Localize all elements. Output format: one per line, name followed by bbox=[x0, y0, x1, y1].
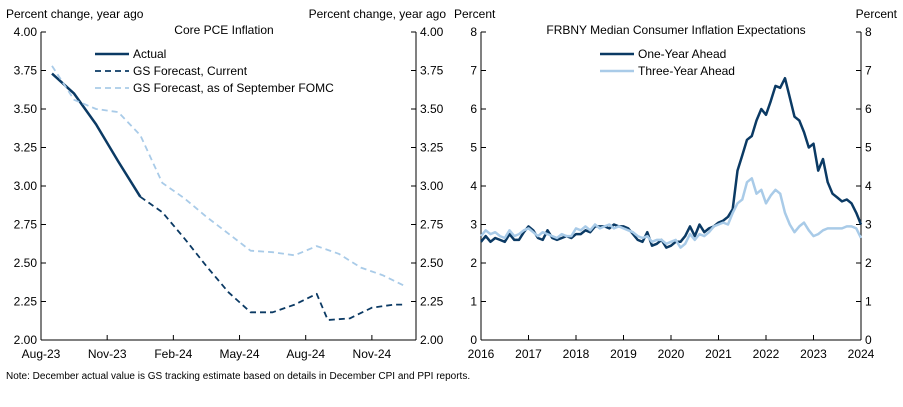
chart2-xtick-label: 2020 bbox=[658, 347, 685, 361]
frbny-expectations-chart: 0 0 1 1 2 2 3 3 4 4 5 5 6 6 7 7 8 8 2016 2017 2018 2019 2020 20… bbox=[452, 0, 903, 370]
chart1-ytick-label-right: 3.00 bbox=[420, 179, 444, 193]
chart2-ytick-label-left: 0 bbox=[470, 333, 477, 347]
chart1-ytick-label-right: 2.25 bbox=[420, 295, 444, 309]
chart1-ytick-label-right: 3.75 bbox=[420, 64, 444, 78]
chart2-legend-label-1: One-Year Ahead bbox=[638, 47, 726, 61]
chart2-ytick-label-left: 7 bbox=[470, 64, 477, 78]
chart1-ytick-label-left: 2.25 bbox=[14, 295, 38, 309]
chart1-ytick-label-left: 3.25 bbox=[14, 141, 38, 155]
chart2-ytick-label-right: 6 bbox=[865, 102, 872, 116]
chart1-ytick-label-left: 2.50 bbox=[14, 256, 38, 270]
chart2-ytick-label-left: 3 bbox=[470, 218, 477, 232]
chart2-ytick-label-right: 4 bbox=[865, 179, 872, 193]
chart1-xtick-label: Nov-24 bbox=[353, 347, 392, 361]
chart1-series-3-line bbox=[51, 65, 406, 287]
chart1-ytick-label-right: 4.00 bbox=[420, 25, 444, 39]
chart2-ytick-label-right: 1 bbox=[865, 295, 872, 309]
chart1-xtick-label: Feb-24 bbox=[154, 347, 192, 361]
chart1-xtick-label: Aug-23 bbox=[22, 347, 61, 361]
chart1-ytick-label-left: 3.00 bbox=[14, 179, 38, 193]
chart2-ytick-label-left: 2 bbox=[470, 256, 477, 270]
chart2-xtick-label: 2021 bbox=[705, 347, 732, 361]
chart1-ylabel-right: Percent change, year ago bbox=[309, 7, 447, 21]
chart2-xtick-label: 2016 bbox=[468, 347, 495, 361]
chart2-ytick-label-right: 5 bbox=[865, 141, 872, 155]
chart2-xtick-label: 2018 bbox=[563, 347, 590, 361]
chart1-xtick-label: May-24 bbox=[220, 347, 260, 361]
chart1-ytick-label-left: 2.00 bbox=[14, 333, 38, 347]
chart2-ytick-label-right: 2 bbox=[865, 256, 872, 270]
chart1-ytick-label-right: 2.00 bbox=[420, 333, 444, 347]
chart1-series-2-line bbox=[139, 196, 405, 321]
chart1-xtick-label: Nov-23 bbox=[88, 347, 127, 361]
chart2-xtick-label: 2022 bbox=[753, 347, 780, 361]
chart2-legend-label-2: Three-Year Ahead bbox=[638, 64, 735, 78]
chart1-legend-label-1: Actual bbox=[133, 47, 166, 61]
chart2-ytick-label-right: 7 bbox=[865, 64, 872, 78]
chart2-xtick-label: 2023 bbox=[800, 347, 827, 361]
chart2-ytick-label-right: 3 bbox=[865, 218, 872, 232]
chart2-series-1-line bbox=[480, 76, 863, 249]
chart1-ytick-label-right: 3.25 bbox=[420, 141, 444, 155]
chart2-ylabel-right: Percent bbox=[856, 7, 898, 21]
chart1-title: Core PCE Inflation bbox=[174, 23, 273, 37]
chart2-ytick-label-right: 0 bbox=[865, 333, 872, 347]
core-pce-chart-svg: 2.00 2.00 2.25 2.25 2.50 2.50 2.75 2.75 3.00 3.00… bbox=[6, 7, 447, 361]
chart-footnote: Note: December actual value is GS tracki… bbox=[6, 371, 471, 382]
frbny-expectations-chart-svg: 0 0 1 1 2 2 3 3 4 4 5 5 6 6 7 7 8 8 2016 2017 2018 2019 2020 20… bbox=[454, 7, 898, 361]
chart1-legend-label-3: GS Forecast, as of September FOMC bbox=[133, 81, 334, 95]
chart1-ytick-label-right: 3.50 bbox=[420, 102, 444, 116]
chart1-ytick-label-left: 3.75 bbox=[14, 64, 38, 78]
chart2-series-2-line bbox=[480, 177, 863, 249]
chart1-ytick-label-right: 2.50 bbox=[420, 256, 444, 270]
chart1-xtick-label: Aug-24 bbox=[286, 347, 325, 361]
chart2-xtick-label: 2024 bbox=[848, 347, 875, 361]
chart2-ytick-label-left: 8 bbox=[470, 25, 477, 39]
chart2-ytick-label-left: 1 bbox=[470, 295, 477, 309]
chart2-xtick-label: 2017 bbox=[515, 347, 542, 361]
chart2-ytick-label-right: 8 bbox=[865, 25, 872, 39]
chart1-ytick-label-left: 3.50 bbox=[14, 102, 38, 116]
chart2-title: FRBNY Median Consumer Inflation Expectat… bbox=[546, 23, 805, 37]
core-pce-chart: 2.00 2.00 2.25 2.25 2.50 2.50 2.75 2.75 3.00 3.00… bbox=[0, 0, 452, 370]
chart1-ytick-label-left: 4.00 bbox=[14, 25, 38, 39]
chart2-ytick-label-left: 5 bbox=[470, 141, 477, 155]
chart2-xtick-label: 2019 bbox=[610, 347, 637, 361]
chart1-ylabel-left: Percent change, year ago bbox=[6, 7, 144, 21]
chart1-ytick-label-left: 2.75 bbox=[14, 218, 38, 232]
chart1-series-1-line bbox=[51, 72, 142, 198]
chart1-ytick-label-right: 2.75 bbox=[420, 218, 444, 232]
chart2-ytick-label-left: 6 bbox=[470, 102, 477, 116]
chart1-legend-label-2: GS Forecast, Current bbox=[133, 64, 248, 78]
chart2-ylabel-left: Percent bbox=[454, 7, 496, 21]
chart2-ytick-label-left: 4 bbox=[470, 179, 477, 193]
